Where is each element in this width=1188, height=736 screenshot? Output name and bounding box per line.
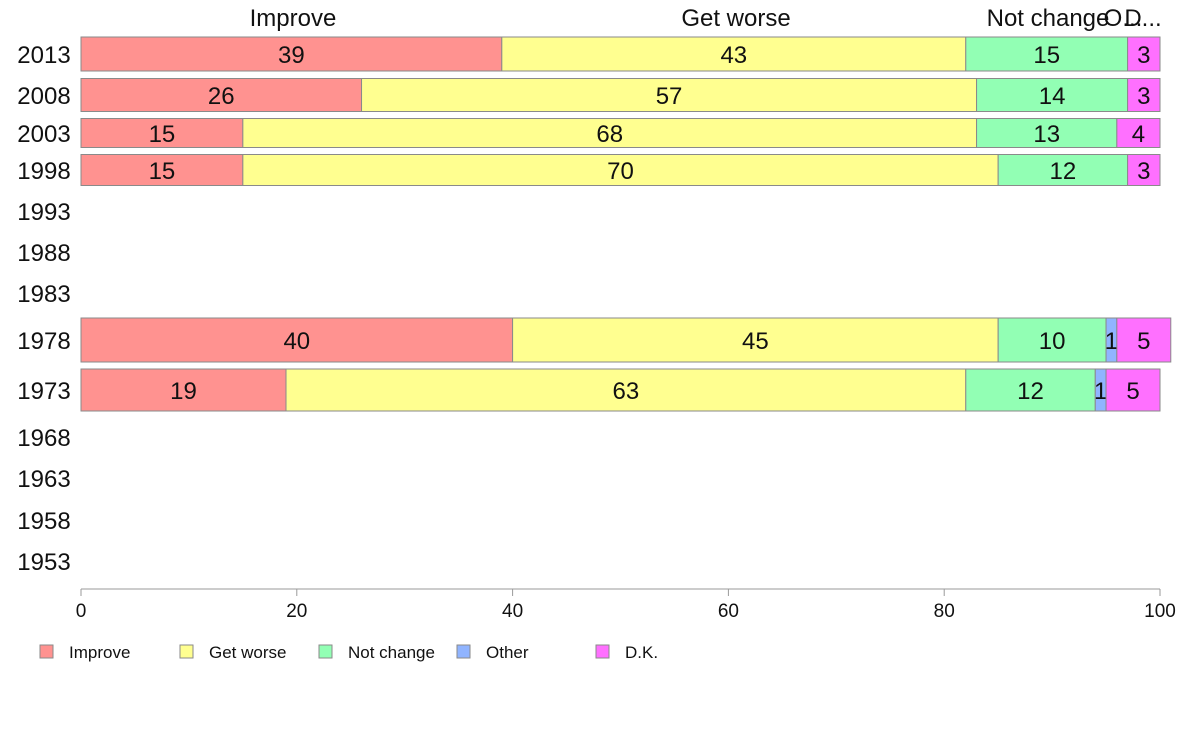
data-label-1998-improve: 15 — [149, 158, 176, 185]
legend-swatch-improve — [39, 644, 54, 659]
legend-label-d-k-: D.K. — [625, 643, 658, 662]
data-label-1998-not-change: 12 — [1050, 158, 1077, 185]
legend-label-get-worse: Get worse — [209, 643, 286, 662]
year-label-2013: 2013 — [17, 42, 70, 69]
bar-segment-2008-d-k- — [1127, 78, 1161, 112]
data-label-1978-improve: 40 — [283, 328, 310, 355]
legend: Improve Get worse Not change Other D.K. — [39, 643, 658, 662]
data-label-1998-d-k-: 3 — [1137, 158, 1150, 185]
data-label-1978-get-worse: 45 — [742, 328, 769, 355]
x-tick-label-100: 100 — [1144, 601, 1176, 622]
data-label-2008-get-worse: 57 — [656, 83, 683, 110]
bars: 39 43 15 326 57 14 315 68 13 415 70 12 340 45 10 1 519 63… — [80, 36, 1172, 412]
bar-segment-1973-get-worse — [285, 368, 967, 412]
data-label-2013-get-worse: 43 — [720, 42, 747, 69]
legend-swatch-not-change — [318, 644, 333, 659]
header-label-2: Not change — [987, 5, 1110, 32]
data-label-2003-get-worse: 68 — [596, 121, 623, 148]
bar-segment-2003-improve — [80, 118, 244, 148]
year-label-1983: 1983 — [17, 281, 70, 308]
bar-segment-2003-d-k- — [1116, 118, 1161, 148]
data-label-2013-not-change: 15 — [1033, 42, 1060, 69]
x-tick-label-80: 80 — [934, 601, 955, 622]
year-label-1958: 1958 — [17, 508, 70, 535]
x-axis: 0 20 40 60 80 100 — [76, 588, 1176, 622]
data-label-1973-get-worse: 63 — [613, 378, 640, 405]
data-label-2003-d-k-: 4 — [1132, 121, 1145, 148]
data-label-2003-not-change: 13 — [1033, 121, 1060, 148]
year-label-1953: 1953 — [17, 549, 70, 576]
year-label-1993: 1993 — [17, 199, 70, 226]
category-header-labels: Improve Get worse Not changeO...D... — [250, 5, 1162, 32]
data-label-1978-not-change: 10 — [1039, 328, 1066, 355]
data-label-2008-d-k-: 3 — [1137, 83, 1150, 110]
bar-segment-2008-get-worse — [361, 78, 978, 112]
bar-segment-2003-not-change — [976, 118, 1118, 148]
bar-segment-2003-get-worse — [242, 118, 978, 148]
bar-segment-2013-d-k- — [1127, 36, 1161, 72]
year-label-1998: 1998 — [17, 158, 70, 185]
bar-segment-1998-improve — [80, 154, 244, 186]
bar-segment-1978-improve — [80, 317, 514, 363]
header-label-1: Get worse — [681, 5, 790, 32]
data-label-2013-d-k-: 3 — [1137, 42, 1150, 69]
legend-swatch-other — [456, 644, 471, 659]
header-label-3: O... — [1104, 5, 1143, 32]
data-label-1973-not-change: 12 — [1017, 378, 1044, 405]
data-label-1973-d-k-: 5 — [1126, 378, 1139, 405]
legend-swatch-d-k- — [595, 644, 610, 659]
bar-segment-1998-not-change — [997, 154, 1129, 186]
bar-segment-2013-not-change — [965, 36, 1129, 72]
data-label-2013-improve: 39 — [278, 42, 305, 69]
legend-label-not-change: Not change — [348, 643, 435, 662]
bar-segment-1978-d-k- — [1116, 317, 1172, 363]
bar-segment-1978-get-worse — [512, 317, 999, 363]
bar-segment-2008-improve — [80, 78, 363, 112]
data-label-1998-get-worse: 70 — [607, 158, 634, 185]
year-labels: 2013 2008 2003 1998 1993 1988 1983 1978 1973 1968… — [17, 42, 70, 576]
year-label-1988: 1988 — [17, 240, 70, 267]
x-tick-label-60: 60 — [718, 601, 739, 622]
data-label-1978-other: 1 — [1105, 328, 1118, 355]
bar-segment-2013-get-worse — [501, 36, 967, 72]
bar-segment-1973-not-change — [965, 368, 1096, 412]
data-label-2008-not-change: 14 — [1039, 83, 1066, 110]
year-label-1963: 1963 — [17, 466, 70, 493]
year-label-1968: 1968 — [17, 425, 70, 452]
data-label-2008-improve: 26 — [208, 83, 235, 110]
header-label-4: D... — [1124, 5, 1161, 32]
x-tick-label-0: 0 — [76, 601, 87, 622]
legend-label-improve: Improve — [69, 643, 130, 662]
header-label-0: Improve — [250, 5, 337, 32]
bar-segment-2013-improve — [80, 36, 503, 72]
legend-label-other: Other — [486, 643, 529, 662]
data-label-1978-d-k-: 5 — [1137, 328, 1150, 355]
bar-segment-1998-get-worse — [242, 154, 999, 186]
bar-segment-1973-d-k- — [1105, 368, 1161, 412]
bar-segment-1978-not-change — [997, 317, 1107, 363]
bar-segment-1998-d-k- — [1127, 154, 1161, 186]
year-label-1978: 1978 — [17, 328, 70, 355]
year-label-1973: 1973 — [17, 378, 70, 405]
data-label-2003-improve: 15 — [149, 121, 176, 148]
data-label-1973-improve: 19 — [170, 378, 197, 405]
year-label-2003: 2003 — [17, 121, 70, 148]
data-label-1973-other: 1 — [1094, 378, 1107, 405]
x-tick-label-20: 20 — [286, 601, 307, 622]
x-tick-label-40: 40 — [502, 601, 523, 622]
year-label-2008: 2008 — [17, 83, 70, 110]
legend-swatch-get-worse — [179, 644, 194, 659]
